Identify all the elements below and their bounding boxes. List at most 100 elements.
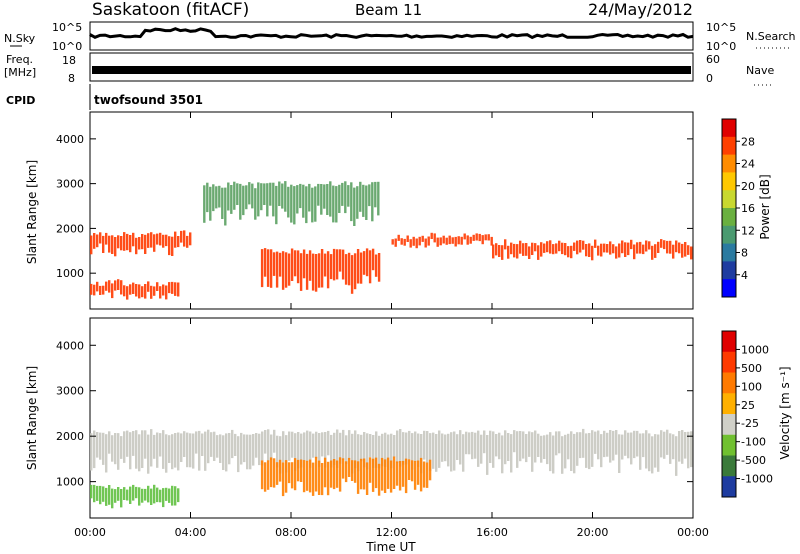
colorbar-segment (722, 261, 736, 280)
scatter-band-mark (266, 183, 269, 217)
freq-strip: Freq. [MHz] 18 8 60 0 Nave (4, 52, 774, 86)
scatter-band-mark (425, 462, 429, 488)
scatter-band-mark (474, 432, 477, 459)
scatter-band-mark (501, 245, 504, 260)
scatter-band-mark (495, 243, 498, 256)
scatter-band-mark (114, 489, 117, 503)
scatter-band-mark (369, 434, 372, 458)
date-title: 24/May/2012 (588, 0, 693, 19)
colorbar-segment (722, 225, 736, 245)
scatter-band-mark (393, 435, 396, 458)
scatter-band-mark (198, 430, 201, 471)
scatter-band-mark (138, 487, 141, 506)
scatter-band-mark (507, 245, 510, 259)
scatter-band-mark (108, 280, 111, 293)
scatter-band-mark (126, 233, 129, 251)
scatter-band-mark (362, 251, 366, 275)
scatter-band-mark (381, 433, 384, 467)
scatter-band-mark (126, 489, 129, 501)
scatter-band-mark (338, 184, 341, 213)
scatter-band-mark (387, 434, 390, 471)
scatter-band-mark (465, 431, 468, 455)
scatter-band-mark (486, 435, 489, 475)
scatter-band-mark (444, 434, 447, 462)
scatter-band-mark (397, 234, 400, 241)
scatter-band-mark (162, 488, 165, 508)
scatter-band-mark (171, 485, 174, 506)
scatter-band-mark (150, 488, 153, 505)
scatter-band-mark (159, 232, 162, 246)
scatter-band-mark (540, 435, 543, 463)
scatter-band-mark (266, 460, 270, 490)
scatter-band-mark (123, 431, 126, 463)
scatter-band-mark (579, 240, 582, 253)
scatter-band-mark (278, 181, 281, 206)
scatter-band-mark (258, 433, 261, 466)
scatter-band-mark (192, 433, 195, 469)
scatter-band-mark (484, 234, 487, 241)
colorbar-tick-label: -500 (741, 454, 766, 467)
scatter-band-mark (475, 233, 478, 241)
scatter-band-mark (372, 435, 375, 468)
nsky-label: N.Sky (4, 32, 36, 45)
scatter-band-mark (363, 432, 366, 468)
scatter-band-mark (308, 250, 312, 281)
scatter-band-mark (135, 237, 138, 255)
scatter-band-mark (365, 248, 369, 277)
scatter-band-mark (102, 432, 105, 465)
scatter-band-mark (126, 430, 129, 457)
colorbar-tick-label: 25 (741, 399, 755, 412)
scatter-band-mark (681, 243, 684, 258)
scatter-band-mark (162, 234, 165, 248)
scatter-band-mark (335, 249, 339, 280)
scatter-band-mark (365, 462, 369, 495)
scatter-band-mark (147, 233, 150, 248)
scatter-band-mark (129, 432, 132, 470)
scatter-band-mark (454, 236, 457, 247)
x-tick-label: 04:00 (175, 526, 207, 539)
scatter-band-mark (218, 185, 221, 208)
scatter-band-mark (117, 487, 120, 501)
scatter-band-mark (666, 429, 669, 455)
scatter-band-mark (272, 458, 276, 488)
scatter-band-mark (120, 436, 123, 459)
scatter-band-mark (585, 244, 588, 257)
scatter-band-mark (248, 182, 251, 205)
colorbar-segment (722, 455, 736, 477)
scatter-band-mark (561, 436, 564, 474)
scatter-band-mark (567, 246, 570, 258)
scatter-band-mark (177, 488, 180, 503)
scatter-band-mark (252, 434, 255, 466)
scatter-band-mark (153, 434, 156, 459)
scatter-band-mark (463, 233, 466, 240)
colorbar-segment (722, 172, 736, 191)
scatter-band-mark (654, 434, 657, 468)
scatter-band-mark (266, 249, 270, 287)
scatter-band-mark (438, 430, 441, 468)
scatter-band-mark (93, 233, 96, 249)
scatter-band-mark (332, 248, 336, 281)
scatter-band-mark (296, 185, 299, 214)
scatter-band-mark (270, 434, 273, 461)
scatter-band-mark (209, 186, 212, 221)
colorbar-segment (722, 331, 736, 353)
scatter-band-mark (468, 432, 471, 455)
colorbar-frame (721, 330, 737, 498)
scatter-band-mark (657, 241, 660, 253)
scatter-band-mark (624, 242, 627, 257)
scatter-band-mark (162, 284, 165, 296)
scatter-band-mark (144, 284, 147, 299)
scatter-band-mark (207, 429, 210, 464)
scatter-band-mark (347, 185, 350, 207)
scatter-band-mark (246, 434, 249, 470)
scatter-band-mark (135, 430, 138, 469)
scatter-band-mark (269, 249, 273, 288)
scatter-band-mark (384, 432, 387, 467)
scatter-band-mark (374, 254, 378, 277)
scatter-band-mark (421, 235, 424, 242)
scatter-band-mark (105, 281, 108, 291)
scatter-band-mark (102, 235, 105, 253)
scatter-band-mark (180, 433, 183, 462)
scatter-band-mark (111, 235, 114, 254)
scatter-band-mark (394, 238, 397, 247)
